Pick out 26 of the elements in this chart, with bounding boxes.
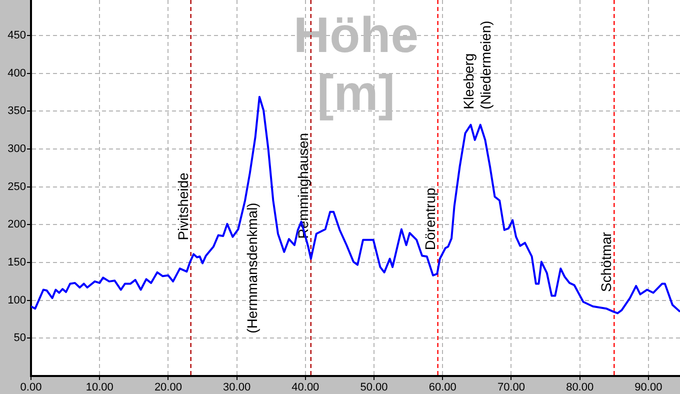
x-tick-label: 10.00 [86, 382, 114, 394]
y-tick-label: 400 [8, 67, 26, 80]
y-tick-label: 200 [8, 218, 26, 231]
ref-line-label: Pivitsheide [174, 172, 191, 240]
x-tick-label: 60.00 [428, 382, 456, 394]
y-axis-title: Höhe [m] [294, 6, 418, 121]
y-tick-label: 450 [8, 30, 26, 42]
annotation: Kleeberg (Niedermeien) [460, 20, 494, 110]
annotation: (Hermmansdenkmal) [244, 202, 260, 334]
ref-line-label: Dörentrup [422, 188, 438, 250]
x-tick-label: 40.00 [292, 382, 320, 394]
x-tick-label: 50.00 [360, 382, 388, 394]
x-tick-label: 80.00 [566, 382, 594, 394]
y-tick-label: 150 [8, 256, 26, 269]
x-tick-label: 20.00 [154, 382, 182, 394]
x-tick-label: 70.00 [497, 382, 525, 394]
x-tick-label: 90.00 [634, 382, 662, 394]
ref-line-label: Remminghausen [294, 132, 311, 239]
ref-line-label: Schötmar [598, 232, 614, 292]
y-tick-label: 50 [14, 332, 26, 344]
y-tick-label: 350 [8, 105, 26, 118]
y-tick-label: 100 [8, 294, 26, 306]
y-tick-label: 250 [8, 180, 26, 193]
y-tick-label: 300 [8, 143, 26, 156]
x-tick-label: 0.00 [20, 382, 42, 394]
x-tick-label: 30.00 [223, 382, 251, 394]
